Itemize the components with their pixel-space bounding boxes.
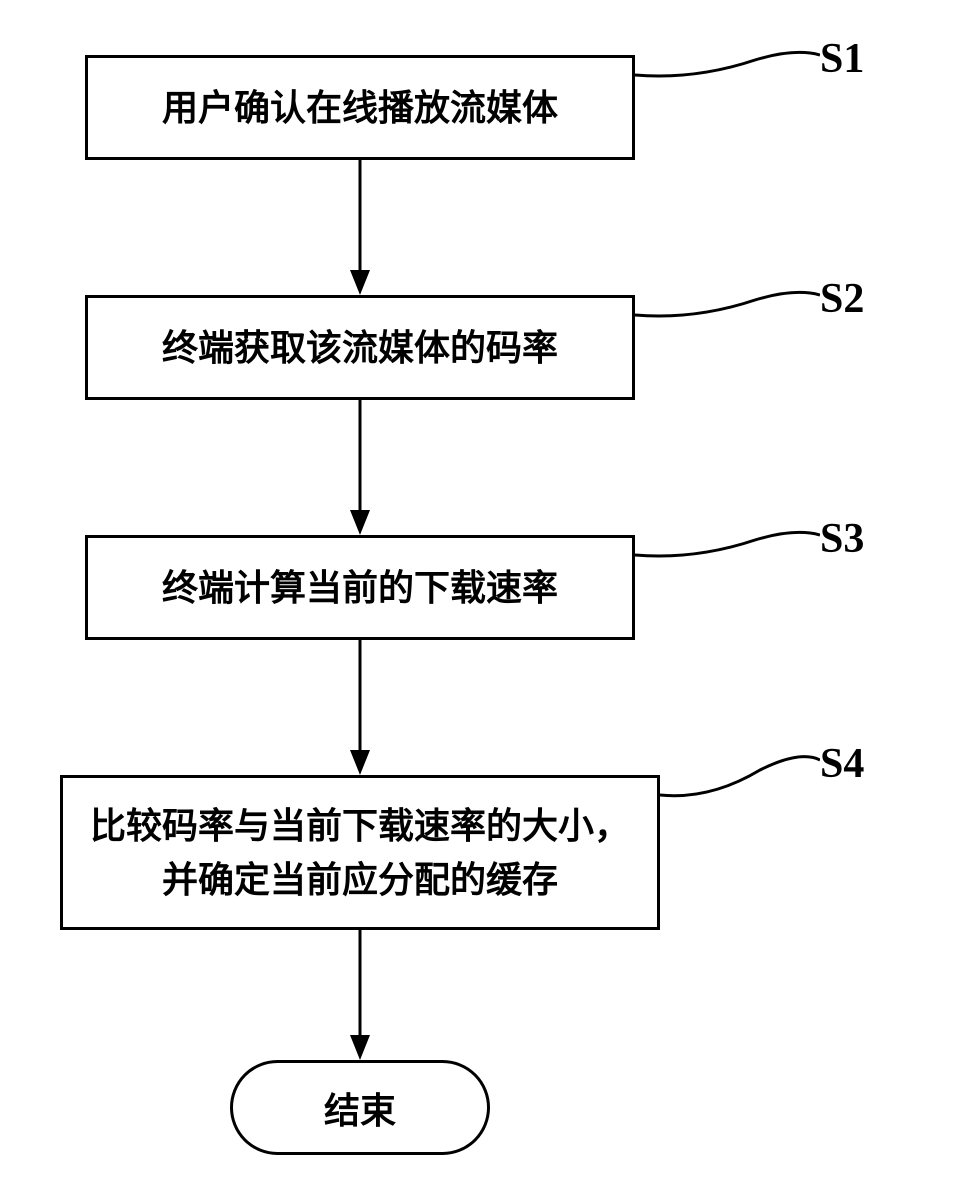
label-s3: S3 [820, 515, 864, 563]
label-s2: S2 [820, 275, 864, 323]
box-text-s1: 用户确认在线播放流媒体 [162, 81, 558, 135]
box-text-s2: 终端获取该流媒体的码率 [162, 321, 558, 375]
process-box-s3: 终端计算当前的下载速率 [85, 535, 635, 640]
arrow-s1-s2 [345, 160, 375, 295]
label-s1: S1 [820, 35, 864, 83]
flowchart-container: 用户确认在线播放流媒体 S1 终端获取该流媒体的码率 S2 终端计算当前的下载速… [0, 0, 972, 1182]
terminator-end: 结束 [230, 1060, 490, 1155]
arrow-s2-s3 [345, 400, 375, 535]
arrow-s4-end [345, 930, 375, 1060]
process-box-s4: 比较码率与当前下载速率的大小，并确定当前应分配的缓存 [60, 775, 660, 930]
box-text-s3: 终端计算当前的下载速率 [162, 561, 558, 615]
process-box-s2: 终端获取该流媒体的码率 [85, 295, 635, 400]
label-s4: S4 [820, 740, 864, 788]
callout-s4 [660, 735, 820, 805]
callout-s2 [635, 270, 820, 330]
arrow-s3-s4 [345, 640, 375, 775]
callout-s1 [635, 30, 820, 90]
terminator-text-end: 结束 [324, 1082, 396, 1134]
process-box-s1: 用户确认在线播放流媒体 [85, 55, 635, 160]
box-text-s4: 比较码率与当前下载速率的大小，并确定当前应分配的缓存 [83, 799, 637, 907]
callout-s3 [635, 510, 820, 570]
